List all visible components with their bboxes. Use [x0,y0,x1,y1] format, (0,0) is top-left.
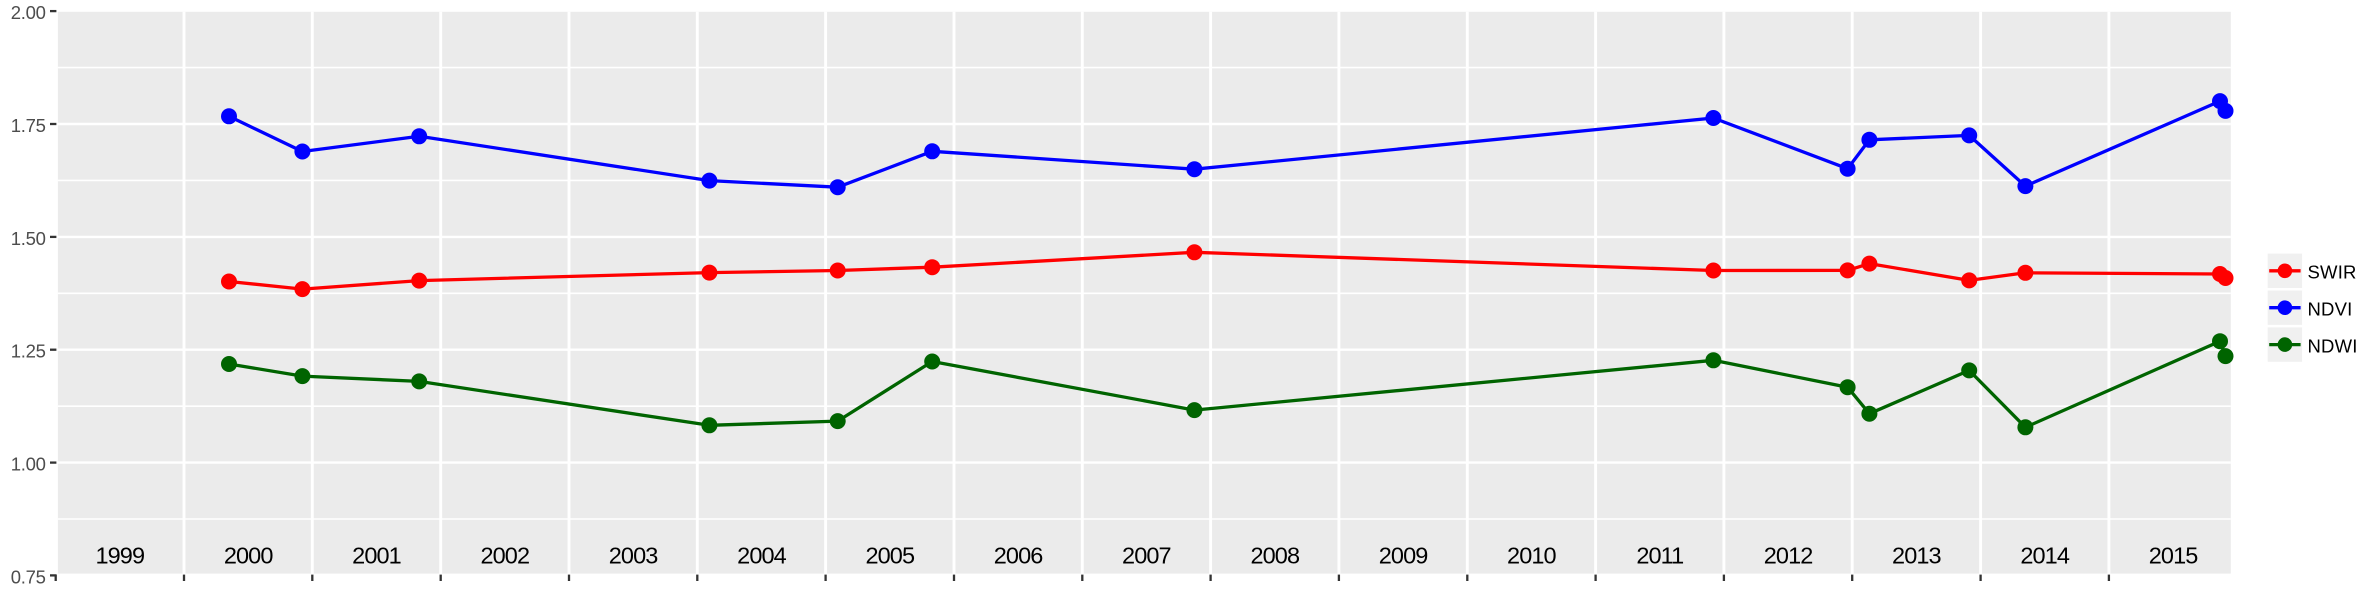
svg-text:2010: 2010 [1507,542,1557,568]
svg-text:1.50: 1.50 [11,228,46,249]
svg-text:2008: 2008 [1250,542,1300,568]
svg-text:2.00: 2.00 [11,2,46,23]
svg-text:2012: 2012 [1764,542,1813,568]
svg-text:2007: 2007 [1122,542,1171,568]
svg-text:1.00: 1.00 [11,454,46,475]
svg-text:2013: 2013 [1892,542,1942,568]
svg-text:2015: 2015 [2149,542,2199,568]
svg-text:NDWI: NDWI [2308,335,2358,356]
svg-text:1.25: 1.25 [11,341,46,362]
svg-text:2002: 2002 [480,542,529,568]
svg-text:2005: 2005 [865,542,915,568]
svg-text:2009: 2009 [1379,542,1428,568]
svg-text:2006: 2006 [994,542,1044,568]
svg-text:2011: 2011 [1636,542,1683,568]
svg-text:2000: 2000 [224,542,274,568]
svg-text:2001: 2001 [352,542,401,568]
svg-text:2003: 2003 [609,542,659,568]
svg-text:SWIR: SWIR [2308,262,2357,283]
svg-text:1.75: 1.75 [11,115,46,136]
svg-text:1999: 1999 [95,542,144,568]
svg-text:0.75: 0.75 [11,566,46,587]
svg-text:2004: 2004 [737,542,787,568]
svg-text:2014: 2014 [2020,542,2070,568]
svg-text:NDVI: NDVI [2308,298,2353,319]
